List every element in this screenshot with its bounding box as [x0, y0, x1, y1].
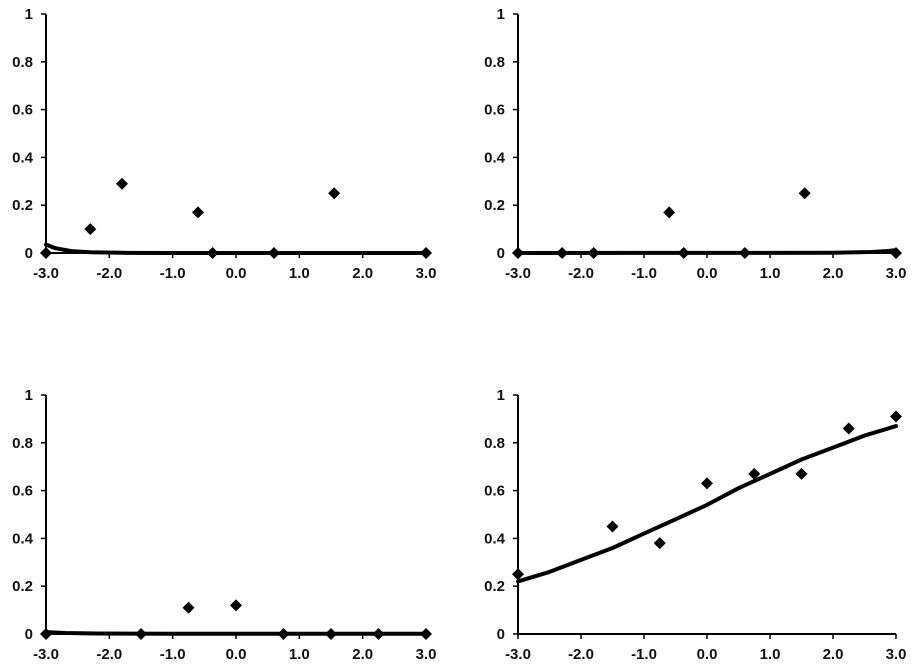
x-tick-label: 2.0: [352, 646, 373, 663]
data-point: [663, 206, 676, 219]
data-point: [420, 628, 432, 640]
x-tick-label: 2.0: [823, 646, 844, 663]
y-tick-label: 0.4: [484, 149, 506, 166]
x-tick-label: 2.0: [823, 265, 844, 282]
y-tick-label: 1: [497, 387, 505, 404]
data-point: [116, 177, 128, 190]
data-point: [372, 628, 385, 640]
y-tick-label: 0.6: [12, 483, 33, 500]
panel-top-right: 0 0.2 0.4 0.6 0.8 1 -3.0 -2.0 -1.0 0.0 1.0 2.0 3.0: [484, 6, 906, 282]
data-point: [328, 187, 341, 200]
x-tick-label: -3.0: [505, 646, 531, 663]
y-tick-label: 1: [497, 6, 505, 23]
data-point: [677, 247, 690, 259]
data-point: [84, 223, 97, 236]
x-tick-label: -1.0: [631, 646, 657, 663]
y-tick-label: 1: [25, 387, 33, 404]
x-tick-label: 1.0: [289, 265, 310, 282]
data-point: [738, 247, 751, 259]
data-point: [230, 599, 242, 612]
y-tick-label: 0: [25, 626, 33, 643]
x-tick-label: 0.0: [226, 265, 247, 282]
x-tick-label: 3.0: [886, 646, 907, 663]
x-tick-label: -2.0: [568, 646, 594, 663]
y-tick-label: 0.6: [484, 102, 505, 119]
y-tick-label: 0.4: [12, 149, 34, 166]
data-point: [890, 410, 902, 423]
y-tick-label: 0: [497, 245, 505, 262]
y-tick-label: 0.4: [484, 530, 506, 547]
y-tick-label: 0.8: [12, 435, 33, 452]
data-point: [798, 187, 811, 200]
x-tick-label: -2.0: [568, 265, 594, 282]
x-tick-label: -3.0: [505, 265, 531, 282]
x-tick-label: -3.0: [33, 646, 59, 663]
y-tick-label: 0.4: [12, 530, 34, 547]
y-tick-label: 0: [497, 626, 505, 643]
y-tick-label: 0.2: [12, 197, 33, 214]
x-tick-label: -1.0: [160, 265, 186, 282]
y-tick-label: 0: [25, 245, 33, 262]
data-point: [420, 247, 432, 259]
y-tick-label: 0.6: [12, 102, 33, 119]
fit-curve: [44, 242, 428, 255]
x-tick-label: 2.0: [352, 265, 373, 282]
y-tick-label: 1: [25, 6, 33, 23]
x-tick-label: 3.0: [886, 265, 907, 282]
data-point: [40, 247, 52, 259]
x-tick-label: -2.0: [96, 265, 122, 282]
data-point: [192, 206, 204, 219]
panel-bottom-left: 0 0.2 0.4 0.6 0.8 1 -3.0 -2.0 -1.0 0.0 1.0 2.0 3.0: [12, 387, 436, 663]
x-tick-label: -2.0: [96, 646, 122, 663]
data-point: [653, 537, 666, 550]
data-point: [795, 467, 808, 480]
x-tick-label: 0.0: [697, 265, 718, 282]
fit-curve: [516, 248, 898, 255]
y-tick-label: 0.8: [12, 54, 33, 71]
y-tick-label: 0.2: [12, 578, 33, 595]
data-point: [587, 247, 600, 259]
y-tick-label: 0.2: [484, 197, 505, 214]
data-point: [606, 520, 619, 533]
data-point: [512, 247, 524, 259]
y-tick-label: 0.2: [484, 578, 505, 595]
data-point: [182, 601, 195, 614]
data-point: [842, 422, 855, 435]
fit-curve: [516, 424, 898, 584]
x-tick-label: 1.0: [760, 265, 781, 282]
x-tick-label: 1.0: [289, 646, 310, 663]
data-point: [512, 568, 524, 581]
data-point: [206, 247, 219, 259]
x-tick-label: 1.0: [760, 646, 781, 663]
data-point: [890, 247, 902, 259]
x-tick-label: -1.0: [160, 646, 186, 663]
data-point: [556, 247, 569, 259]
data-point: [277, 628, 290, 640]
fit-curve: [44, 630, 428, 636]
data-point: [701, 477, 713, 490]
panel-bottom-right: 0 0.2 0.4 0.6 0.8 1 -3.0 -2.0 -1.0 0.0 1.0 2.0 3.0: [484, 387, 906, 663]
y-tick-label: 0.6: [484, 483, 505, 500]
x-tick-label: 3.0: [416, 646, 437, 663]
data-point: [325, 628, 337, 640]
data-point: [135, 628, 147, 640]
y-tick-label: 0.8: [484, 54, 505, 71]
x-tick-label: 0.0: [697, 646, 718, 663]
x-tick-label: -1.0: [631, 265, 657, 282]
x-tick-label: 3.0: [416, 265, 437, 282]
data-point: [748, 467, 761, 480]
y-tick-label: 0.8: [484, 435, 505, 452]
data-point: [40, 628, 52, 640]
x-tick-label: 0.0: [226, 646, 247, 663]
x-tick-label: -3.0: [33, 265, 59, 282]
data-point: [268, 247, 280, 259]
panel-top-left: 0 0.2 0.4 0.6 0.8 1 -3.0 -2.0 -1.0 0.0 1.0 2.0 3.0: [12, 6, 436, 282]
